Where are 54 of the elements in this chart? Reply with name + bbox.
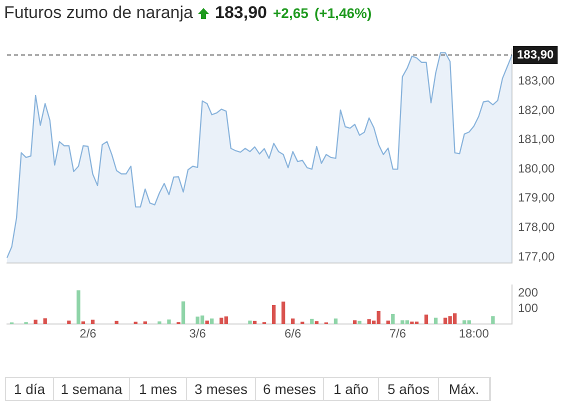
bar bbox=[143, 321, 147, 324]
bar bbox=[90, 320, 95, 324]
bar bbox=[34, 320, 38, 324]
bar bbox=[43, 318, 47, 324]
y-tick-label: 181,00 bbox=[518, 132, 556, 146]
bar bbox=[167, 319, 171, 324]
text: 1 semana bbox=[54, 378, 130, 400]
bar bbox=[248, 320, 252, 324]
bar bbox=[291, 318, 295, 324]
bar bbox=[386, 320, 390, 324]
bar bbox=[114, 320, 118, 324]
y-tick-label: 100 bbox=[518, 300, 538, 315]
bar bbox=[210, 318, 214, 324]
bar bbox=[76, 290, 80, 324]
bar bbox=[424, 314, 428, 324]
y-tick-label: 179,00 bbox=[518, 190, 556, 205]
bar bbox=[334, 318, 338, 324]
bar bbox=[310, 318, 314, 324]
bar bbox=[81, 321, 86, 324]
bar bbox=[252, 320, 257, 324]
bar bbox=[281, 302, 286, 324]
bar bbox=[391, 314, 395, 324]
bar bbox=[272, 305, 276, 324]
x-tick-label: 18:00 bbox=[458, 326, 490, 341]
y-tick-label: 180,00 bbox=[518, 161, 556, 176]
text: 1 mes bbox=[130, 378, 187, 400]
text: 183,90 bbox=[215, 3, 267, 23]
text: 3 meses bbox=[187, 378, 256, 400]
y-tick-label: 182,00 bbox=[518, 102, 556, 117]
y-tick-label: 183,00 bbox=[518, 74, 556, 88]
text: 1 día bbox=[6, 378, 54, 400]
text: (+1,46%) bbox=[314, 5, 372, 21]
bar bbox=[67, 320, 71, 324]
y-tick-label: 200 bbox=[518, 285, 538, 300]
text: +2,65 bbox=[273, 5, 308, 21]
bar bbox=[434, 318, 438, 324]
x-tick-label: 3/6 bbox=[189, 326, 206, 341]
y-tick-label: 178,00 bbox=[518, 220, 556, 234]
text: 5 años bbox=[379, 378, 439, 400]
bar bbox=[181, 301, 186, 324]
text: 6 meses bbox=[256, 378, 324, 400]
bar bbox=[314, 321, 318, 324]
ref-line-label: 183,90 bbox=[517, 47, 554, 62]
x-tick-label: 2/6 bbox=[80, 326, 97, 341]
bar bbox=[205, 320, 209, 324]
x-tick-label: 6/6 bbox=[284, 326, 302, 341]
chart-title: Futuros zumo de naranja bbox=[4, 3, 193, 23]
bar bbox=[358, 320, 362, 324]
y-tick-label: 177,00 bbox=[518, 249, 556, 264]
text: 1 año bbox=[324, 378, 379, 400]
x-tick-label: 7/6 bbox=[389, 326, 406, 341]
bar bbox=[158, 321, 162, 324]
bar bbox=[491, 316, 495, 324]
text: Máx. bbox=[439, 378, 490, 400]
